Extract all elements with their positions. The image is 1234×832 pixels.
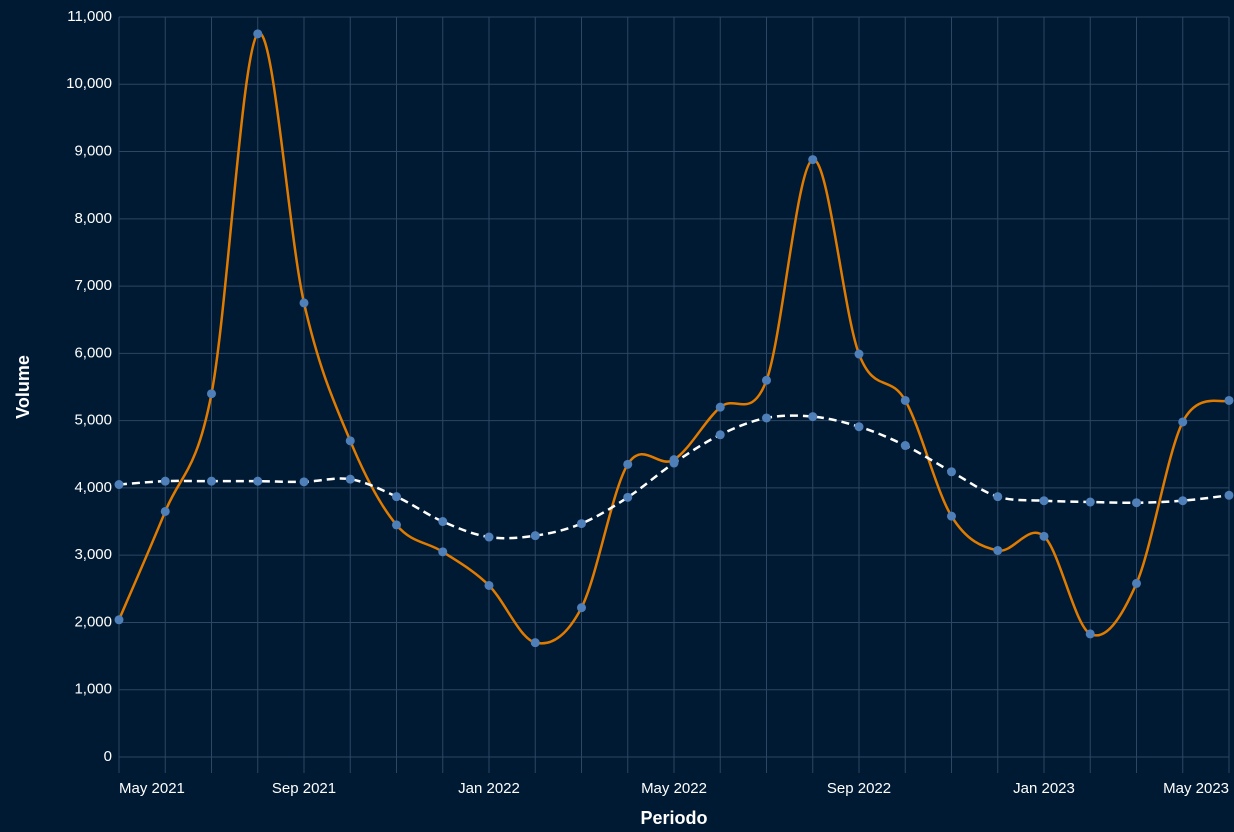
data-point [1039, 531, 1049, 541]
y-tick-label: 3,000 [74, 546, 112, 563]
y-tick-label: 11,000 [67, 8, 112, 25]
data-point [577, 519, 586, 529]
data-point [854, 422, 864, 432]
y-tick-label: 2,000 [74, 613, 112, 630]
data-point [345, 474, 355, 484]
y-tick-label: 1,000 [74, 681, 112, 698]
x-tick-label: Jan 2022 [458, 780, 520, 797]
data-point [808, 412, 818, 422]
y-tick-label: 7,000 [74, 277, 112, 294]
data-point [299, 477, 309, 487]
data-point [1132, 498, 1141, 508]
data-point [1085, 497, 1095, 507]
data-point [438, 547, 448, 557]
data-point [114, 480, 124, 490]
y-tick-label: 4,000 [74, 479, 112, 496]
data-point [392, 520, 401, 530]
data-point [392, 492, 401, 502]
data-point [715, 402, 725, 412]
data-point [345, 436, 355, 446]
data-point [1178, 496, 1188, 506]
data-point [577, 603, 586, 613]
data-point [993, 492, 1003, 502]
data-point [299, 298, 309, 308]
y-tick-label: 6,000 [74, 344, 112, 361]
data-point [207, 476, 216, 486]
data-point [623, 492, 633, 502]
data-point [1085, 629, 1095, 639]
data-point [253, 476, 263, 486]
x-tick-label: May 2023 [1163, 780, 1229, 797]
data-point [900, 395, 910, 405]
data-point [854, 349, 864, 359]
data-point [947, 511, 956, 521]
data-point [114, 615, 124, 625]
data-point [715, 430, 725, 440]
data-point [947, 467, 956, 477]
data-point [253, 29, 263, 39]
data-point [1224, 490, 1234, 500]
x-tick-label: Jan 2023 [1013, 780, 1075, 797]
data-point [160, 506, 170, 516]
data-point [623, 459, 633, 469]
data-point [762, 375, 771, 385]
data-point [669, 458, 679, 468]
x-tick-label: Sep 2022 [827, 780, 891, 797]
data-point [530, 531, 540, 541]
data-point [1178, 417, 1188, 427]
data-point [808, 155, 818, 165]
data-point [1224, 395, 1234, 405]
data-point [484, 532, 494, 542]
y-tick-label: 0 [104, 748, 112, 765]
y-axis-title: Volume [13, 355, 33, 419]
y-tick-label: 10,000 [66, 75, 112, 92]
data-point [160, 476, 170, 486]
data-point [530, 638, 540, 648]
data-point [207, 389, 216, 399]
data-point [484, 580, 494, 590]
x-tick-label: May 2022 [641, 780, 707, 797]
x-tick-label: May 2021 [119, 780, 185, 797]
y-tick-label: 5,000 [74, 412, 112, 429]
data-point [900, 441, 910, 451]
data-point [1132, 578, 1141, 588]
data-point [762, 413, 771, 423]
x-tick-label: Sep 2021 [272, 780, 336, 797]
data-point [993, 545, 1003, 555]
data-point [438, 517, 448, 527]
y-tick-label: 8,000 [74, 210, 112, 227]
data-point [1039, 496, 1049, 506]
y-tick-label: 9,000 [74, 143, 112, 160]
x-axis-title: Periodo [640, 808, 707, 828]
